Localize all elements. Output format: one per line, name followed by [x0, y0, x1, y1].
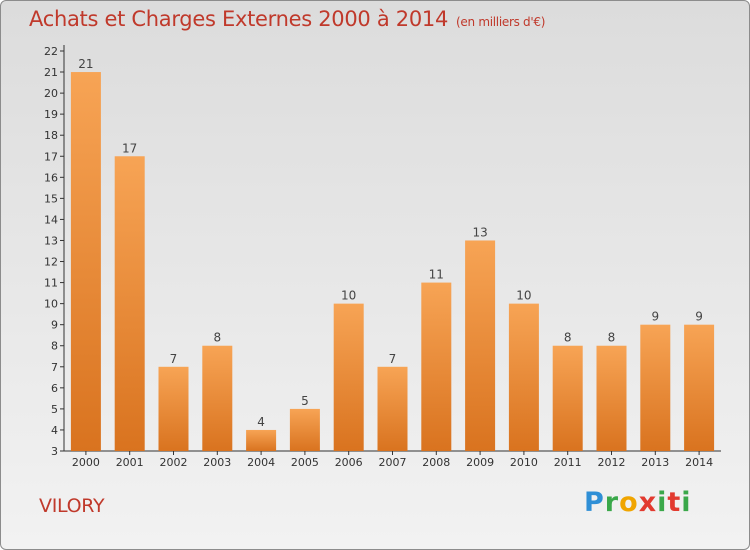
chart-bars — [70, 72, 715, 451]
bar-2011 — [552, 345, 583, 451]
x-tick-label: 2014 — [685, 456, 713, 469]
x-tick-label: 2003 — [203, 456, 231, 469]
bar-2010 — [508, 303, 539, 451]
x-tick-label: 2000 — [72, 456, 100, 469]
bar-2003 — [202, 345, 233, 451]
data-label: 7 — [389, 352, 397, 366]
y-tick-label: 5 — [51, 403, 58, 416]
y-tick-label: 10 — [44, 298, 58, 311]
y-tick-label: 16 — [44, 171, 58, 184]
x-tick-label: 2011 — [554, 456, 582, 469]
data-label: 13 — [472, 225, 487, 239]
y-tick-label: 14 — [44, 213, 58, 226]
y-tick-label: 9 — [51, 319, 58, 332]
bar-2007 — [377, 366, 408, 451]
data-label: 7 — [170, 352, 178, 366]
y-tick-label: 12 — [44, 256, 58, 269]
y-tick-label: 11 — [44, 277, 58, 290]
y-tick-label: 4 — [51, 424, 58, 437]
y-tick-label: 20 — [44, 87, 58, 100]
bar-2006 — [333, 303, 364, 451]
commune-name: VILORY — [39, 495, 105, 517]
data-label: 8 — [564, 331, 572, 345]
title-text: Achats et Charges Externes 2000 à 2014 — [29, 7, 449, 31]
y-tick-label: 22 — [44, 45, 58, 58]
y-tick-label: 21 — [44, 66, 58, 79]
y-tick-label: 3 — [51, 445, 58, 458]
bar-2001 — [114, 156, 145, 451]
proxiti-logo[interactable]: Proxiti — [584, 487, 692, 518]
data-label: 8 — [608, 331, 616, 345]
bar-2000 — [70, 72, 101, 451]
y-tick-label: 17 — [44, 150, 58, 163]
x-tick-label: 2012 — [598, 456, 626, 469]
data-label: 10 — [341, 289, 356, 303]
y-tick-label: 18 — [44, 129, 58, 142]
bar-2009 — [465, 240, 496, 451]
chart-title: Achats et Charges Externes 2000 à 2014 (e… — [29, 7, 545, 31]
data-label: 10 — [516, 289, 531, 303]
y-tick-label: 13 — [44, 234, 58, 247]
x-tick-label: 2006 — [335, 456, 363, 469]
x-tick-label: 2007 — [379, 456, 407, 469]
bar-2013 — [640, 324, 671, 451]
chart-subtitle: (en milliers d'€) — [456, 15, 546, 29]
bar-2005 — [289, 408, 320, 451]
bar-2012 — [596, 345, 627, 451]
chart-axes: 3 4 5 6 7 8 9 10 11 12 13 14 15 16 17 18 19 20 21 22 2000 200… — [44, 45, 721, 469]
x-tick-label: 2013 — [641, 456, 669, 469]
y-tick-label: 7 — [51, 361, 58, 374]
data-label: 17 — [122, 141, 137, 155]
data-label: 9 — [695, 310, 703, 324]
x-tick-label: 2008 — [422, 456, 450, 469]
data-label: 21 — [78, 57, 93, 71]
x-tick-label: 2002 — [160, 456, 188, 469]
bar-2008 — [421, 282, 452, 451]
data-label: 8 — [213, 331, 221, 345]
y-tick-label: 6 — [51, 382, 58, 395]
data-label: 11 — [429, 268, 444, 282]
x-tick-label: 2001 — [116, 456, 144, 469]
bar-2014 — [684, 324, 715, 451]
y-tick-label: 8 — [51, 340, 58, 353]
bar-2004 — [246, 429, 277, 451]
y-tick-label: 19 — [44, 108, 58, 121]
x-tick-label: 2009 — [466, 456, 494, 469]
y-tick-label: 15 — [44, 192, 58, 205]
data-label: 4 — [257, 415, 265, 429]
bar-2002 — [158, 366, 189, 451]
x-tick-label: 2010 — [510, 456, 538, 469]
data-label: 5 — [301, 394, 309, 408]
data-label: 9 — [651, 310, 659, 324]
x-tick-label: 2004 — [247, 456, 275, 469]
x-tick-label: 2005 — [291, 456, 319, 469]
chart-labels: 21 17 7 8 4 5 10 7 11 13 10 8 8 9 9 — [78, 57, 703, 429]
